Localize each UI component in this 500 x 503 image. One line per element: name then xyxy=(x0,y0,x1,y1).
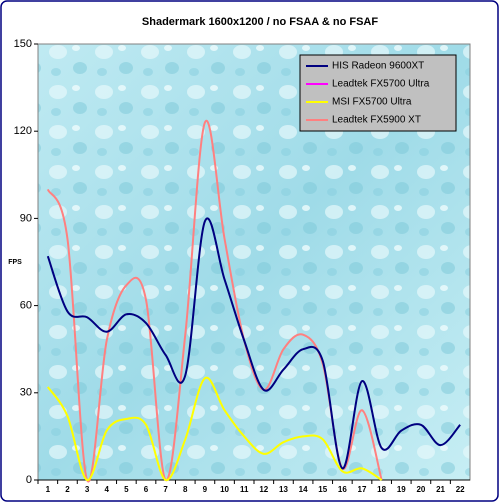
x-tick-label: 5 xyxy=(124,485,129,494)
legend-label: Leadtek FX5900 XT xyxy=(332,115,421,126)
x-tick-label: 3 xyxy=(85,485,90,494)
x-tick-label: 21 xyxy=(436,485,445,494)
x-tick-label: 13 xyxy=(279,485,288,494)
series-line xyxy=(46,217,461,470)
x-tick-label: 6 xyxy=(144,485,149,494)
x-tick-label: 20 xyxy=(416,485,425,494)
x-tick-label: 15 xyxy=(318,485,327,494)
x-tick-label: 14 xyxy=(299,485,308,494)
chart-title: Shadermark 1600x1200 / no FSAA & no FSAF xyxy=(142,16,378,28)
legend-label: HIS Radeon 9600XT xyxy=(332,61,424,72)
x-tick-label: 11 xyxy=(240,485,249,494)
series-line xyxy=(46,376,383,482)
y-tick-label: 90 xyxy=(20,212,32,224)
x-tick-label: 22 xyxy=(456,485,465,494)
y-tick-label: 120 xyxy=(14,125,32,137)
y-axis-label: FPS xyxy=(8,259,22,266)
x-tick-label: 4 xyxy=(105,485,110,494)
x-tick-label: 1 xyxy=(46,485,51,494)
x-tick-label: 12 xyxy=(259,485,268,494)
legend-label: Leadtek FX5700 Ultra xyxy=(332,79,430,90)
x-tick-label: 18 xyxy=(377,485,386,494)
y-tick-label: 30 xyxy=(20,387,32,399)
x-tick-label: 10 xyxy=(220,485,229,494)
x-tick-label: 16 xyxy=(338,485,347,494)
x-tick-label: 7 xyxy=(163,485,168,494)
x-tick-label: 19 xyxy=(397,485,406,494)
legend-label: MSI FX5700 Ultra xyxy=(332,97,412,108)
y-tick-label: 60 xyxy=(20,300,32,312)
x-tick-label: 8 xyxy=(183,485,188,494)
y-tick-label: 150 xyxy=(14,38,32,50)
x-tick-label: 9 xyxy=(203,485,208,494)
legend-box xyxy=(299,54,457,132)
x-tick-label: 2 xyxy=(65,485,70,494)
x-tick-label: 17 xyxy=(358,485,367,494)
y-tick-label: 0 xyxy=(26,474,32,486)
